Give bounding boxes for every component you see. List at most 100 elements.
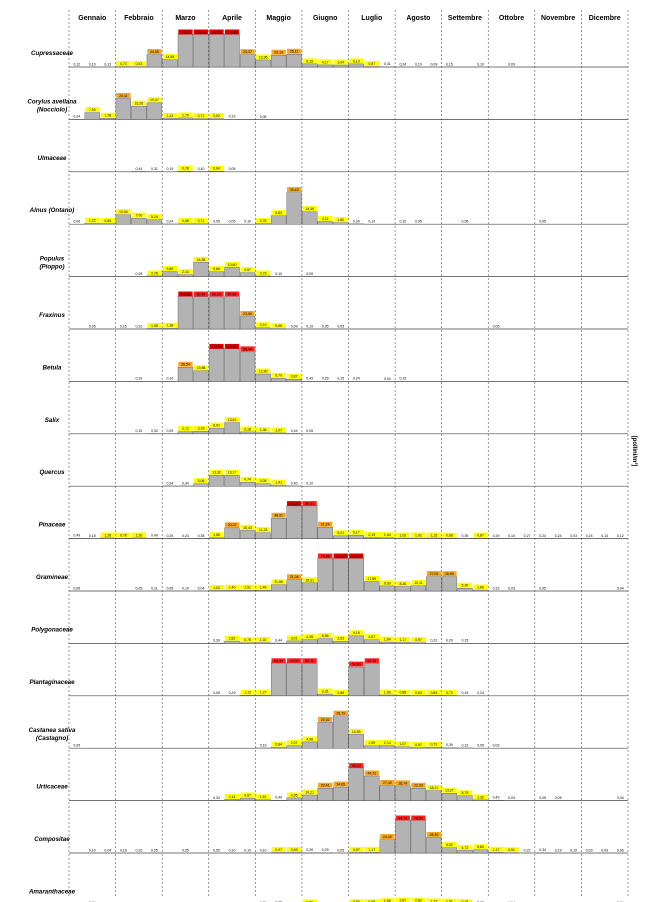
bar — [302, 505, 318, 539]
value-label: 60,10 — [305, 659, 314, 663]
value-label: 0,39 — [213, 638, 220, 642]
bar — [302, 794, 318, 801]
value-label: 1,99 — [384, 899, 391, 902]
value-label: 6,19 — [306, 59, 313, 63]
value-highlight — [395, 689, 411, 695]
value-label: 19,07 — [150, 98, 159, 102]
bar — [100, 223, 116, 225]
bar — [333, 222, 349, 225]
value-label: 0,19 — [306, 324, 313, 328]
value-label: 1,08 — [151, 324, 158, 328]
value-highlight — [178, 29, 193, 35]
value-label: 0,84 — [430, 691, 437, 695]
value-highlight — [162, 54, 178, 60]
value-highlight — [395, 780, 411, 786]
value-label: 2,19 — [260, 323, 267, 327]
value-highlight — [442, 689, 457, 695]
bar — [177, 33, 194, 68]
bar — [286, 379, 302, 382]
series-label: Plantaginaceae — [29, 679, 75, 686]
value-label: 0,22 — [524, 848, 531, 852]
value-label: 0,05 — [462, 220, 469, 224]
bar — [333, 64, 349, 68]
value-label: 0,68 — [446, 534, 453, 538]
value-label: 0,49 — [275, 796, 282, 800]
series-label: Polygonaceae — [31, 626, 73, 633]
value-label: 0,87 — [368, 62, 375, 66]
value-label: 0,31 — [151, 167, 158, 171]
value-label: 78,60 — [414, 816, 423, 820]
series-row: Compositae 0,10 0,04 0,19 0,10 0,05 0,05 0,05 0,… — [34, 815, 628, 854]
bar — [208, 475, 225, 487]
value-highlight — [302, 658, 317, 664]
value-label: 3,01 — [291, 636, 298, 640]
value-label: 18,21 — [430, 786, 439, 790]
value-highlight — [318, 782, 333, 788]
value-highlight — [100, 112, 115, 118]
bar — [239, 642, 256, 644]
value-label: 0,34 — [213, 796, 220, 800]
bar — [177, 117, 194, 120]
series-row: Amaranthaceae 0,04 0,05 0,09 0,59 0,83 0,68 1,9… — [28, 888, 624, 902]
value-label: 0,04 — [198, 586, 205, 590]
bar — [379, 745, 395, 749]
value-highlight — [364, 658, 379, 664]
value-label: 0,13 — [104, 62, 111, 66]
value-label: 0,19 — [135, 377, 142, 381]
value-label: 0,14 — [601, 534, 608, 538]
value-highlight — [255, 689, 271, 695]
bar — [457, 795, 473, 801]
series-row: Polygonaceae 0,39 2,82 0,78 1,02 0,44 3,01 4,38… — [31, 626, 628, 644]
value-label: 0,19 — [120, 848, 127, 852]
bar — [364, 745, 380, 749]
value-label: 60,46 — [197, 292, 206, 296]
value-label: 14,49 — [305, 207, 314, 211]
value-label: 0,10 — [244, 220, 251, 224]
value-highlight — [380, 580, 395, 586]
value-label: 10,60 — [228, 263, 237, 267]
value-label: 36,43 — [290, 188, 299, 192]
value-highlight — [116, 61, 131, 67]
value-label: 0,10 — [244, 848, 251, 852]
value-label: 4,57 — [368, 635, 375, 639]
value-label: 0,05 — [135, 586, 142, 590]
value-highlight — [411, 815, 426, 821]
bar — [472, 589, 489, 592]
bar — [224, 33, 240, 68]
bar — [348, 734, 364, 749]
value-highlight — [302, 501, 317, 507]
value-highlight — [318, 215, 333, 221]
bar — [131, 537, 147, 539]
value-label: 0,10 — [89, 62, 96, 66]
value-label: 0,05 — [89, 324, 96, 328]
value-label: 11,66 — [274, 580, 283, 584]
value-label: 0,24 — [586, 534, 593, 538]
bar — [426, 837, 442, 854]
value-label: 2,14 — [182, 270, 189, 274]
value-label: 4,74 — [244, 478, 251, 482]
bar — [239, 530, 256, 539]
value-label: 5,86 — [322, 634, 329, 638]
value-label: 1,07 — [399, 742, 406, 746]
bar — [348, 557, 364, 592]
bar — [410, 585, 427, 592]
value-label: 1,32 — [477, 795, 484, 799]
value-label: 3,87 — [291, 375, 298, 379]
value-label: 87,84 — [228, 292, 237, 296]
bar — [270, 584, 287, 592]
value-highlight — [162, 322, 178, 328]
value-label: 105,50 — [289, 502, 300, 506]
value-label: 0,24 — [182, 534, 189, 538]
value-label: 0,12 — [73, 62, 80, 66]
bar — [457, 850, 473, 854]
value-highlight — [333, 781, 348, 787]
value-label: 13,61 — [228, 418, 237, 422]
series-label: Pinaceae — [39, 522, 66, 529]
value-highlight — [333, 689, 348, 695]
value-highlight — [209, 422, 224, 428]
bar — [146, 54, 163, 68]
value-label: 1,36 — [260, 428, 267, 432]
value-highlight — [240, 689, 255, 695]
value-label: 98,10 — [352, 764, 361, 768]
